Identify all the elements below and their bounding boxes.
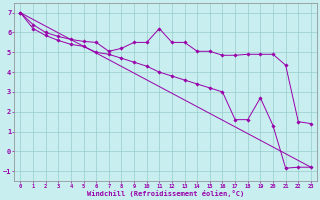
X-axis label: Windchill (Refroidissement éolien,°C): Windchill (Refroidissement éolien,°C) (87, 190, 244, 197)
